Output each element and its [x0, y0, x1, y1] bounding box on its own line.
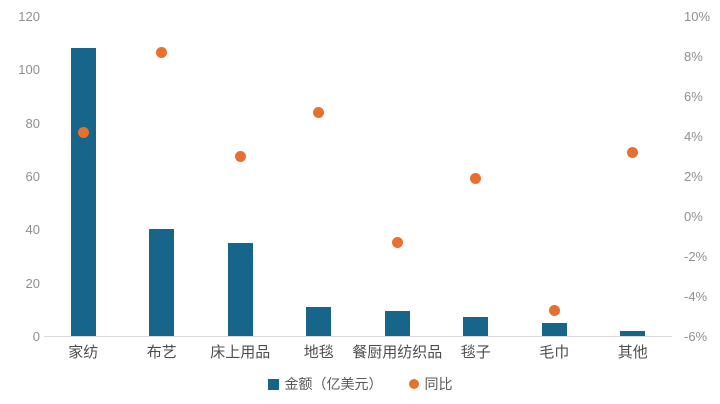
left-axis-tick-label: 60 [25, 169, 40, 184]
right-axis-tick-label: 4% [684, 129, 703, 144]
right-axis-tick-label: -4% [684, 289, 708, 304]
amount-bar [227, 242, 253, 336]
left-axis-tick-label: 100 [18, 62, 40, 78]
amount-bar [463, 317, 489, 336]
yoy-dot [391, 236, 403, 248]
yoy-series-swatch-icon [408, 379, 419, 389]
yoy-dot [470, 172, 482, 184]
legend: 金额（亿美元） 同比 [0, 374, 720, 394]
right-axis-tick-label: 10% [684, 9, 711, 24]
yoy-dot [77, 126, 89, 138]
right-axis-tick-label: 8% [684, 49, 703, 64]
right-axis-tick-label: -6% [684, 329, 708, 344]
left-axis-tick-label: 0 [32, 329, 40, 344]
x-axis-category-label: 毯子 [460, 344, 491, 361]
left-axis-tick-label: 80 [25, 115, 40, 131]
x-axis-category-label: 地毯 [303, 344, 334, 361]
yoy-dot [156, 46, 168, 58]
x-axis-category-label: 床上用品 [210, 344, 271, 361]
x-axis-category-label: 餐厨用纺织品 [352, 344, 443, 361]
x-axis-category-label: 布艺 [146, 344, 177, 361]
x-axis-category-label: 其他 [617, 344, 648, 361]
yoy-dot [548, 304, 560, 316]
amount-bar [541, 322, 567, 336]
bar-series-swatch-icon [267, 378, 279, 390]
left-axis-tick-label: 40 [25, 222, 40, 238]
yoy-dot [313, 106, 325, 118]
amount-bar [70, 48, 96, 336]
yoy-dot [627, 146, 639, 158]
legend-item-amount: 金额（亿美元） [267, 374, 383, 394]
yoy-dot [234, 150, 246, 162]
right-axis-tick-label: 6% [684, 89, 703, 104]
right-axis-tick-label: 0% [684, 209, 703, 224]
right-axis-tick-label: -2% [684, 249, 708, 264]
right-axis-tick-label: 2% [684, 169, 703, 184]
amount-bar [620, 330, 646, 336]
x-axis-category-label: 毛巾 [539, 344, 570, 361]
amount-bar [306, 306, 332, 336]
legend-label-yoy: 同比 [424, 376, 453, 392]
x-axis-category-label: 家纺 [68, 344, 99, 361]
x-axis-line [44, 336, 672, 337]
amount-bar [149, 229, 175, 336]
amount-bar [384, 310, 410, 336]
left-axis-tick-label: 120 [18, 9, 40, 24]
legend-item-yoy: 同比 [408, 374, 453, 394]
left-axis-tick-label: 20 [25, 275, 40, 291]
legend-label-amount: 金额（亿美元） [284, 376, 383, 392]
